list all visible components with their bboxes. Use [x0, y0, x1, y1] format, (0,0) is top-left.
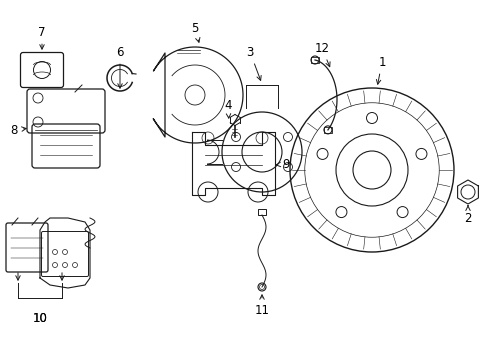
Text: 11: 11 — [254, 295, 269, 316]
Text: 8: 8 — [11, 123, 26, 136]
Text: 7: 7 — [38, 26, 46, 49]
Bar — [258, 209, 265, 215]
Text: 10: 10 — [33, 311, 47, 324]
Text: 4: 4 — [224, 99, 231, 118]
Text: 10: 10 — [33, 311, 47, 324]
Text: 5: 5 — [191, 22, 200, 42]
Bar — [323, 127, 331, 133]
Text: 2: 2 — [463, 206, 471, 225]
Text: 3: 3 — [246, 45, 261, 80]
Bar — [310, 57, 318, 63]
Text: 9: 9 — [275, 158, 289, 171]
Text: 6: 6 — [116, 45, 123, 88]
Text: 12: 12 — [314, 41, 329, 67]
Text: 1: 1 — [376, 55, 385, 84]
